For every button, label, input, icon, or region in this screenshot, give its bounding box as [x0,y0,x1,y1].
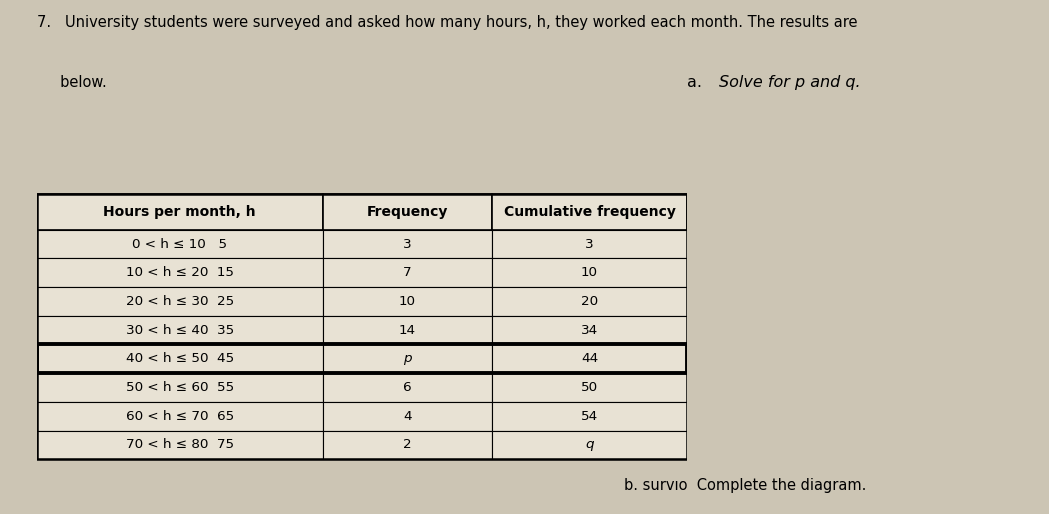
Bar [492,230,687,259]
Text: Hours per month, h: Hours per month, h [104,205,256,219]
Bar [37,402,323,431]
Text: 7.   University students were surveyed and asked how many hours, h, they worked : 7. University students were surveyed and… [37,15,857,30]
Text: Cumulative frequency: Cumulative frequency [504,205,676,219]
Text: 44: 44 [581,352,598,365]
Text: 50: 50 [581,381,598,394]
Bar [492,316,687,344]
Bar [323,230,492,259]
Text: Solve for p and q.: Solve for p and q. [719,75,860,89]
Bar [323,344,492,373]
Text: 0 < h ≤ 10   5: 0 < h ≤ 10 5 [132,237,228,251]
Text: 2: 2 [403,438,412,451]
Bar [37,431,323,459]
Bar [323,402,492,431]
Text: below.: below. [37,75,106,89]
Bar [492,344,687,373]
Bar [492,287,687,316]
Bar [323,259,492,287]
Text: 7: 7 [403,266,412,279]
Bar [37,344,323,373]
Bar [37,373,323,402]
Bar [492,402,687,431]
Text: a.: a. [687,75,702,89]
Bar [37,194,323,230]
Text: 30 < h ≤ 40  35: 30 < h ≤ 40 35 [126,324,234,337]
Text: 54: 54 [581,410,598,423]
Text: q: q [585,438,594,451]
Bar [323,316,492,344]
Text: Frequency: Frequency [367,205,448,219]
Text: 4: 4 [403,410,412,423]
Bar [37,230,323,259]
Bar [37,259,323,287]
Text: 34: 34 [581,324,598,337]
Text: b. survıo  Complete the diagram.: b. survıo Complete the diagram. [624,479,866,493]
Text: 70 < h ≤ 80  75: 70 < h ≤ 80 75 [126,438,234,451]
Bar [492,259,687,287]
Text: 10 < h ≤ 20  15: 10 < h ≤ 20 15 [126,266,234,279]
Bar [492,431,687,459]
Text: 10: 10 [581,266,598,279]
Bar [37,316,323,344]
Text: 20: 20 [581,295,598,308]
Bar [37,287,323,316]
Text: 6: 6 [403,381,412,394]
Bar [37,344,687,373]
Text: 60 < h ≤ 70  65: 60 < h ≤ 70 65 [126,410,234,423]
Text: 50 < h ≤ 60  55: 50 < h ≤ 60 55 [126,381,234,394]
Text: p: p [403,352,412,365]
Bar [492,373,687,402]
Bar [37,194,687,459]
Text: 20 < h ≤ 30  25: 20 < h ≤ 30 25 [126,295,234,308]
Bar [492,194,687,230]
Text: 14: 14 [399,324,416,337]
Text: 40 < h ≤ 50  45: 40 < h ≤ 50 45 [126,352,234,365]
Bar [323,431,492,459]
Bar [323,373,492,402]
Bar [323,194,492,230]
Text: 3: 3 [403,237,412,251]
Bar [323,287,492,316]
Text: 3: 3 [585,237,594,251]
Text: 10: 10 [399,295,416,308]
